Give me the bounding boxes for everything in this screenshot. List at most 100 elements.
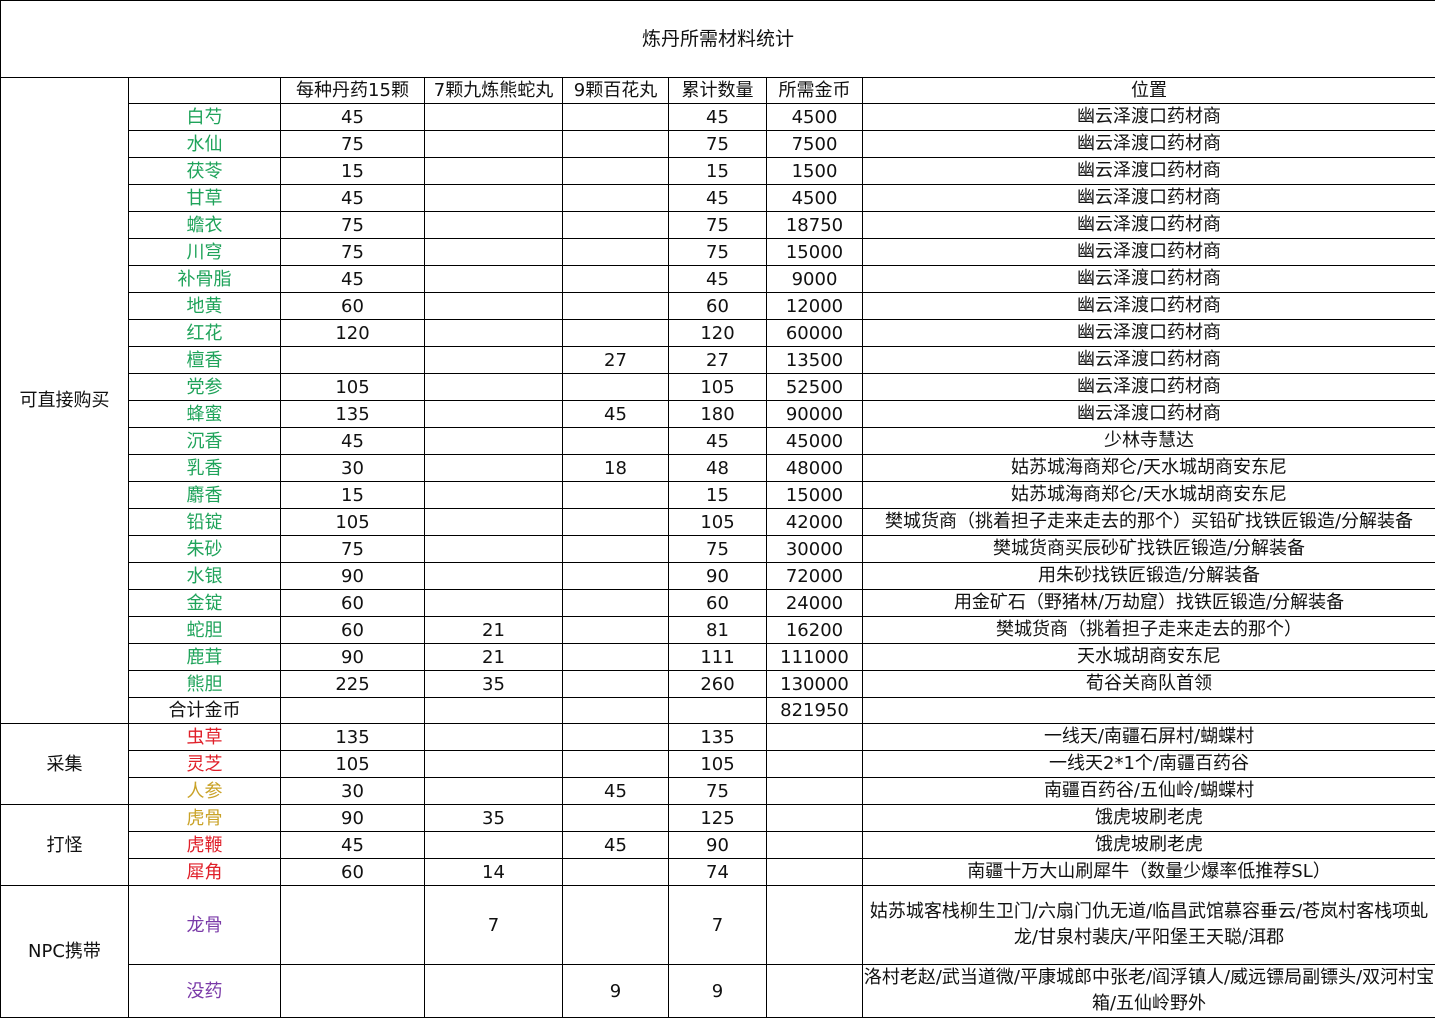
qty-xiongshe-wan bbox=[425, 832, 563, 859]
qty-15-each: 225 bbox=[281, 671, 425, 698]
location: 樊城货商买辰砂矿找铁匠锻造/分解装备 bbox=[863, 536, 1435, 563]
location: 少林寺慧达 bbox=[863, 428, 1435, 455]
total-qty: 27 bbox=[669, 347, 767, 374]
gold-cost: 16200 bbox=[767, 617, 863, 644]
material-name: 红花 bbox=[129, 320, 281, 347]
location: 幽云泽渡口药材商 bbox=[863, 374, 1435, 401]
qty-xiongshe-wan bbox=[425, 374, 563, 401]
location: 饿虎坡刷老虎 bbox=[863, 805, 1435, 832]
location: 姑苏城客栈柳生卫门/六扇门仇无道/临昌武馆慕容垂云/苍岚村客栈项虬龙/甘泉村裴庆… bbox=[863, 886, 1435, 965]
qty-15-each: 135 bbox=[281, 401, 425, 428]
total-qty: 15 bbox=[669, 482, 767, 509]
total-qty: 60 bbox=[669, 293, 767, 320]
gold-cost: 15000 bbox=[767, 239, 863, 266]
material-name: 乳香 bbox=[129, 455, 281, 482]
category-cell: 采集 bbox=[1, 724, 129, 805]
qty-xiongshe-wan bbox=[425, 239, 563, 266]
qty-15-each: 45 bbox=[281, 185, 425, 212]
gold-cost: 90000 bbox=[767, 401, 863, 428]
qty-baihua-wan bbox=[563, 212, 669, 239]
material-name: 甘草 bbox=[129, 185, 281, 212]
gold-cost: 24000 bbox=[767, 590, 863, 617]
location: 幽云泽渡口药材商 bbox=[863, 320, 1435, 347]
material-name: 人参 bbox=[129, 778, 281, 805]
column-header: 位置 bbox=[863, 78, 1435, 104]
total-qty: 135 bbox=[669, 724, 767, 751]
material-name: 蛇胆 bbox=[129, 617, 281, 644]
total-qty: 74 bbox=[669, 859, 767, 886]
gold-cost bbox=[767, 832, 863, 859]
gold-cost bbox=[767, 859, 863, 886]
qty-xiongshe-wan bbox=[425, 563, 563, 590]
gold-cost: 72000 bbox=[767, 563, 863, 590]
qty-15-each bbox=[281, 347, 425, 374]
qty-xiongshe-wan bbox=[425, 347, 563, 374]
qty-xiongshe-wan bbox=[425, 590, 563, 617]
qty-15-each: 60 bbox=[281, 293, 425, 320]
material-name: 蜂蜜 bbox=[129, 401, 281, 428]
qty-baihua-wan: 45 bbox=[563, 832, 669, 859]
total-qty bbox=[669, 698, 767, 724]
location bbox=[863, 698, 1435, 724]
gold-cost: 48000 bbox=[767, 455, 863, 482]
total-qty: 75 bbox=[669, 212, 767, 239]
qty-15-each: 105 bbox=[281, 374, 425, 401]
total-qty: 180 bbox=[669, 401, 767, 428]
location: 幽云泽渡口药材商 bbox=[863, 185, 1435, 212]
qty-15-each: 75 bbox=[281, 239, 425, 266]
qty-15-each: 75 bbox=[281, 131, 425, 158]
material-name: 灵芝 bbox=[129, 751, 281, 778]
location: 饿虎坡刷老虎 bbox=[863, 832, 1435, 859]
qty-15-each: 90 bbox=[281, 563, 425, 590]
material-name: 合计金币 bbox=[129, 698, 281, 724]
material-name: 鹿茸 bbox=[129, 644, 281, 671]
location: 幽云泽渡口药材商 bbox=[863, 347, 1435, 374]
category-cell: 可直接购买 bbox=[1, 78, 129, 724]
qty-baihua-wan bbox=[563, 644, 669, 671]
qty-15-each: 45 bbox=[281, 266, 425, 293]
total-qty: 15 bbox=[669, 158, 767, 185]
gold-cost: 18750 bbox=[767, 212, 863, 239]
qty-15-each: 60 bbox=[281, 859, 425, 886]
qty-15-each: 75 bbox=[281, 212, 425, 239]
total-qty: 75 bbox=[669, 239, 767, 266]
material-name: 龙骨 bbox=[129, 886, 281, 965]
qty-baihua-wan bbox=[563, 805, 669, 832]
total-qty: 45 bbox=[669, 104, 767, 131]
qty-baihua-wan bbox=[563, 509, 669, 536]
qty-xiongshe-wan bbox=[425, 131, 563, 158]
qty-baihua-wan: 45 bbox=[563, 778, 669, 805]
gold-cost: 7500 bbox=[767, 131, 863, 158]
qty-15-each: 90 bbox=[281, 644, 425, 671]
material-name: 水仙 bbox=[129, 131, 281, 158]
qty-baihua-wan bbox=[563, 536, 669, 563]
total-qty: 105 bbox=[669, 509, 767, 536]
qty-baihua-wan bbox=[563, 185, 669, 212]
total-qty: 75 bbox=[669, 131, 767, 158]
gold-cost: 9000 bbox=[767, 266, 863, 293]
gold-cost: 111000 bbox=[767, 644, 863, 671]
location: 幽云泽渡口药材商 bbox=[863, 131, 1435, 158]
qty-baihua-wan bbox=[563, 563, 669, 590]
gold-cost: 12000 bbox=[767, 293, 863, 320]
gold-cost bbox=[767, 751, 863, 778]
qty-15-each: 15 bbox=[281, 158, 425, 185]
qty-xiongshe-wan bbox=[425, 455, 563, 482]
gold-cost: 4500 bbox=[767, 185, 863, 212]
material-name: 地黄 bbox=[129, 293, 281, 320]
qty-xiongshe-wan: 7 bbox=[425, 886, 563, 965]
material-name: 麝香 bbox=[129, 482, 281, 509]
qty-baihua-wan bbox=[563, 428, 669, 455]
qty-baihua-wan bbox=[563, 104, 669, 131]
qty-xiongshe-wan bbox=[425, 965, 563, 1018]
